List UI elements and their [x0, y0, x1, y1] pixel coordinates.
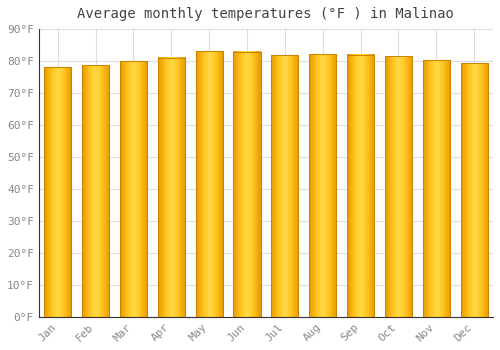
Title: Average monthly temperatures (°F ) in Malinao: Average monthly temperatures (°F ) in Ma…: [78, 7, 454, 21]
